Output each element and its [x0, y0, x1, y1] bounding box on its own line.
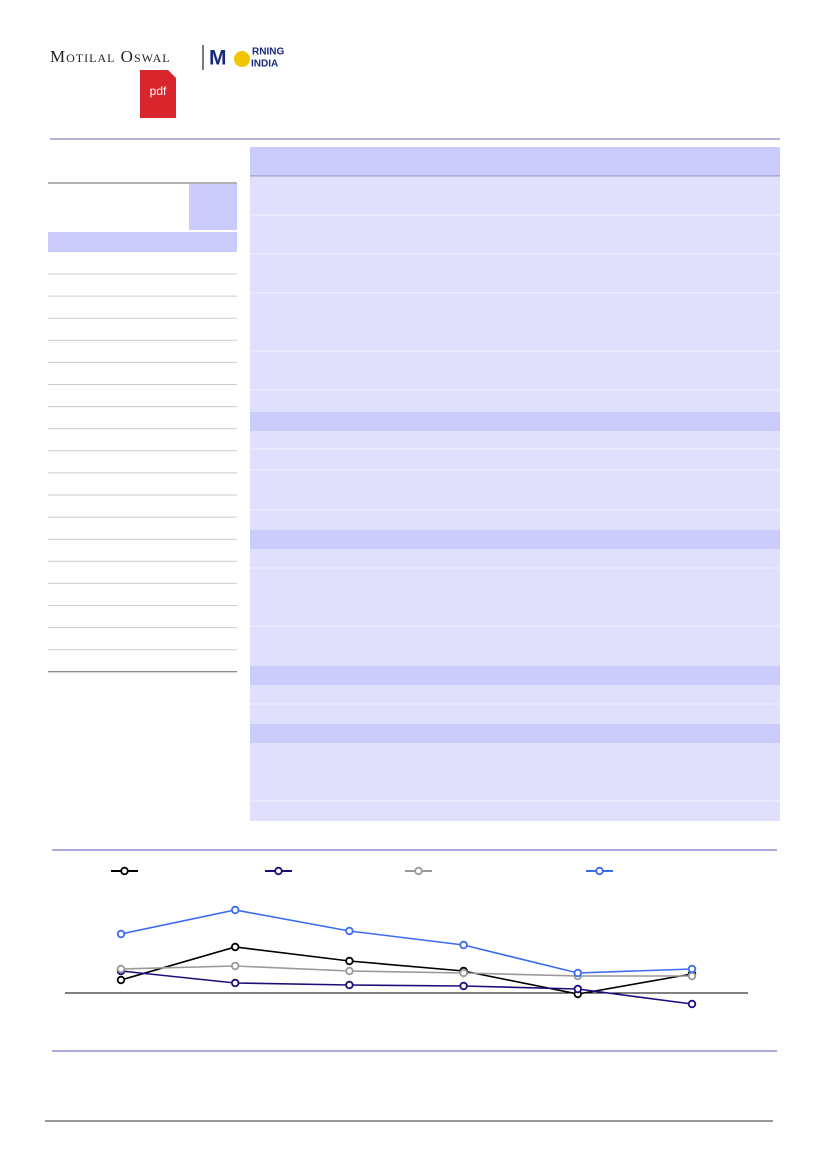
data-point: [345, 980, 354, 990]
data-point: [459, 981, 468, 991]
data-point: [345, 956, 354, 966]
series-line: [120, 970, 693, 1005]
logo-india: INDIA: [251, 59, 278, 70]
section-row: [250, 412, 780, 431]
legend-marker: [414, 866, 423, 876]
logo-rning: RNING: [252, 47, 284, 58]
data-point: [116, 975, 126, 985]
data-point: [459, 940, 468, 950]
legend-marker: [120, 866, 129, 876]
brand-name: Motilal Oswal: [50, 47, 171, 66]
data-point: [687, 999, 697, 1009]
section-row: [250, 666, 780, 685]
left-table-cell: [189, 184, 237, 230]
legend-marker: [274, 866, 283, 876]
data-point: [687, 971, 697, 981]
data-point: [230, 942, 240, 952]
tables: [48, 147, 780, 821]
series-line: [120, 909, 693, 974]
data-point: [687, 964, 697, 974]
data-point: [573, 968, 582, 978]
section-row: [250, 724, 780, 743]
series-line: [120, 946, 693, 995]
table-body: [250, 177, 780, 821]
pdf-icon[interactable]: [140, 70, 176, 118]
logo-sun: [234, 51, 250, 67]
pdf-icon-label: pdf: [150, 84, 167, 98]
data-point: [573, 984, 582, 994]
data-point: [230, 905, 240, 915]
series-line: [120, 965, 692, 977]
legend-marker: [595, 866, 604, 876]
data-point: [230, 961, 240, 971]
table-header: [250, 147, 780, 176]
data-point: [345, 966, 354, 976]
data-point: [230, 978, 240, 988]
chart: [65, 866, 748, 1009]
data-point: [345, 926, 354, 936]
left-table-band: [48, 232, 237, 252]
logo-m: M: [209, 47, 227, 70]
data-point: [116, 964, 126, 974]
section-row: [250, 530, 780, 549]
data-point: [116, 929, 126, 939]
data-point: [459, 968, 468, 978]
